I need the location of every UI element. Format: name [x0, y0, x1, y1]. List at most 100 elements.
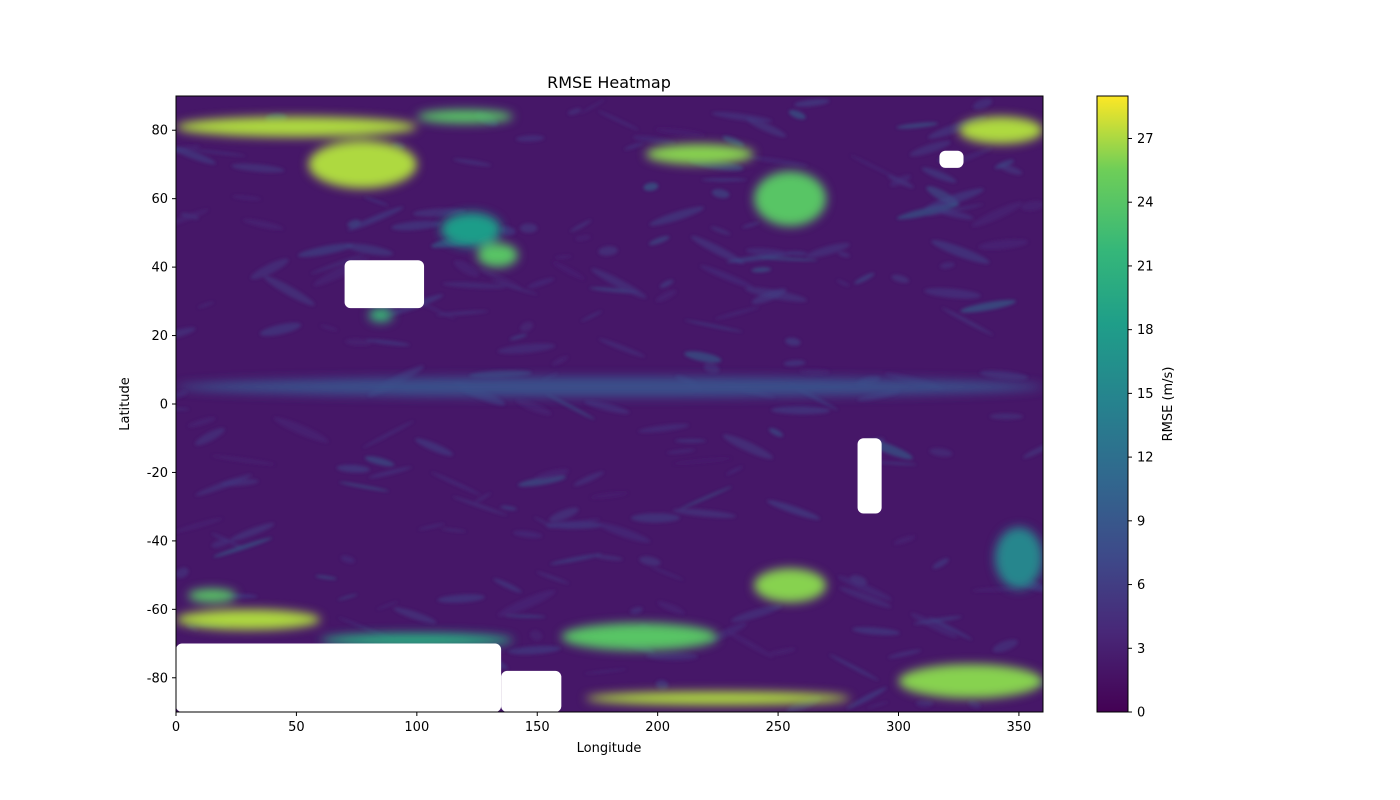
texture-streak: [850, 155, 898, 179]
texture-streak: [555, 255, 572, 259]
texture-streak: [648, 235, 670, 246]
texture-streak: [785, 337, 801, 346]
texture-streak: [533, 516, 556, 529]
high-error-region: [994, 527, 1043, 589]
texture-streak: [500, 505, 517, 511]
high-error-region: [440, 212, 502, 247]
texture-streak: [363, 420, 414, 448]
texture-streak: [515, 399, 552, 416]
missing-data-region: [857, 438, 882, 514]
chart-title: RMSE Heatmap: [547, 73, 671, 92]
texture-streak: [646, 652, 699, 661]
texture-streak: [336, 464, 370, 473]
x-tick-label: 350: [1007, 720, 1032, 735]
texture-streak: [971, 201, 1023, 227]
y-axis-ticks: -80 -60 -40 -20 0 20 40 60 80: [147, 124, 176, 686]
colorbar-tick-label: 21: [1137, 259, 1154, 274]
x-tick-label: 200: [645, 720, 670, 735]
texture-streak: [230, 523, 275, 541]
texture-streak: [972, 98, 993, 110]
texture-streak: [839, 587, 892, 608]
texture-streak: [453, 260, 479, 277]
y-tick-label: -80: [147, 671, 168, 686]
high-error-region: [645, 143, 754, 165]
texture-streak: [684, 351, 722, 363]
texture-streak: [724, 629, 774, 658]
texture-streak: [176, 518, 223, 533]
texture-streak: [337, 594, 358, 601]
colorbar-tick-label: 6: [1137, 578, 1145, 593]
texture-streak: [1023, 442, 1043, 459]
texture-streak: [701, 178, 748, 182]
texture-streak: [794, 99, 830, 107]
texture-streak: [567, 108, 582, 115]
texture-streak: [581, 310, 603, 322]
texture-streak: [368, 466, 412, 479]
texture-streak: [197, 301, 214, 308]
texture-streak: [415, 438, 454, 456]
texture-streak: [264, 276, 315, 306]
texture-streak: [575, 235, 591, 241]
texture-streak: [176, 390, 188, 400]
texture-streak: [186, 625, 198, 631]
texture-streak: [710, 226, 731, 235]
texture-streak: [598, 338, 646, 358]
high-error-region: [958, 116, 1043, 144]
texture-streak: [867, 701, 888, 709]
texture-streak: [751, 267, 772, 273]
texture-streak: [657, 601, 685, 615]
texture-streak: [176, 209, 209, 227]
x-tick-label: 300: [886, 720, 911, 735]
texture-streak: [972, 587, 1020, 592]
texture-streak: [584, 668, 627, 674]
texture-streak: [573, 471, 604, 486]
colorbar-ticks: 0 3 6 9 12 15 18 21 24 27: [1128, 132, 1154, 721]
texture-streak: [675, 439, 706, 443]
texture-streak: [211, 455, 275, 465]
texture-streak: [979, 370, 1029, 380]
x-axis-label: Longitude: [577, 741, 642, 756]
texture-streak: [527, 277, 555, 289]
y-tick-label: 60: [151, 192, 168, 207]
texture-streak: [315, 575, 337, 580]
texture-streak: [393, 607, 437, 624]
texture-streak: [924, 288, 981, 299]
missing-data-region: [939, 150, 964, 168]
texture-streak: [852, 627, 900, 636]
texture-streak: [1021, 200, 1043, 211]
texture-streak: [722, 434, 773, 459]
y-tick-label: 20: [151, 329, 168, 344]
y-tick-label: 40: [151, 261, 168, 276]
texture-streak: [726, 466, 743, 476]
texture-streak: [655, 290, 677, 302]
x-tick-label: 250: [766, 720, 791, 735]
texture-streak: [431, 472, 481, 495]
colorbar: [1096, 95, 1129, 713]
texture-streak: [452, 496, 508, 516]
texture-streak: [320, 324, 338, 331]
high-error-region: [176, 116, 417, 138]
texture-streak: [722, 135, 745, 147]
texture-streak: [788, 109, 806, 120]
texture-streak: [672, 508, 736, 518]
texture-streak: [768, 428, 783, 437]
texture-streak: [915, 700, 934, 707]
texture-streak: [909, 140, 951, 157]
colorbar-tick-label: 9: [1137, 514, 1145, 529]
texture-streak: [711, 189, 730, 199]
texture-streak: [570, 219, 592, 232]
texture-streak: [545, 393, 595, 420]
texture-streak: [250, 258, 289, 280]
texture-streak: [513, 530, 543, 538]
texture-streak: [666, 449, 696, 454]
texture-streak: [469, 370, 532, 379]
high-error-region: [585, 691, 851, 706]
high-error-region: [416, 109, 514, 124]
texture-streak: [896, 122, 939, 129]
texture-streak: [391, 220, 441, 231]
texture-streak: [924, 188, 984, 211]
texture-streak: [836, 279, 850, 287]
texture-streak: [491, 280, 538, 295]
texture-streak: [638, 423, 690, 433]
